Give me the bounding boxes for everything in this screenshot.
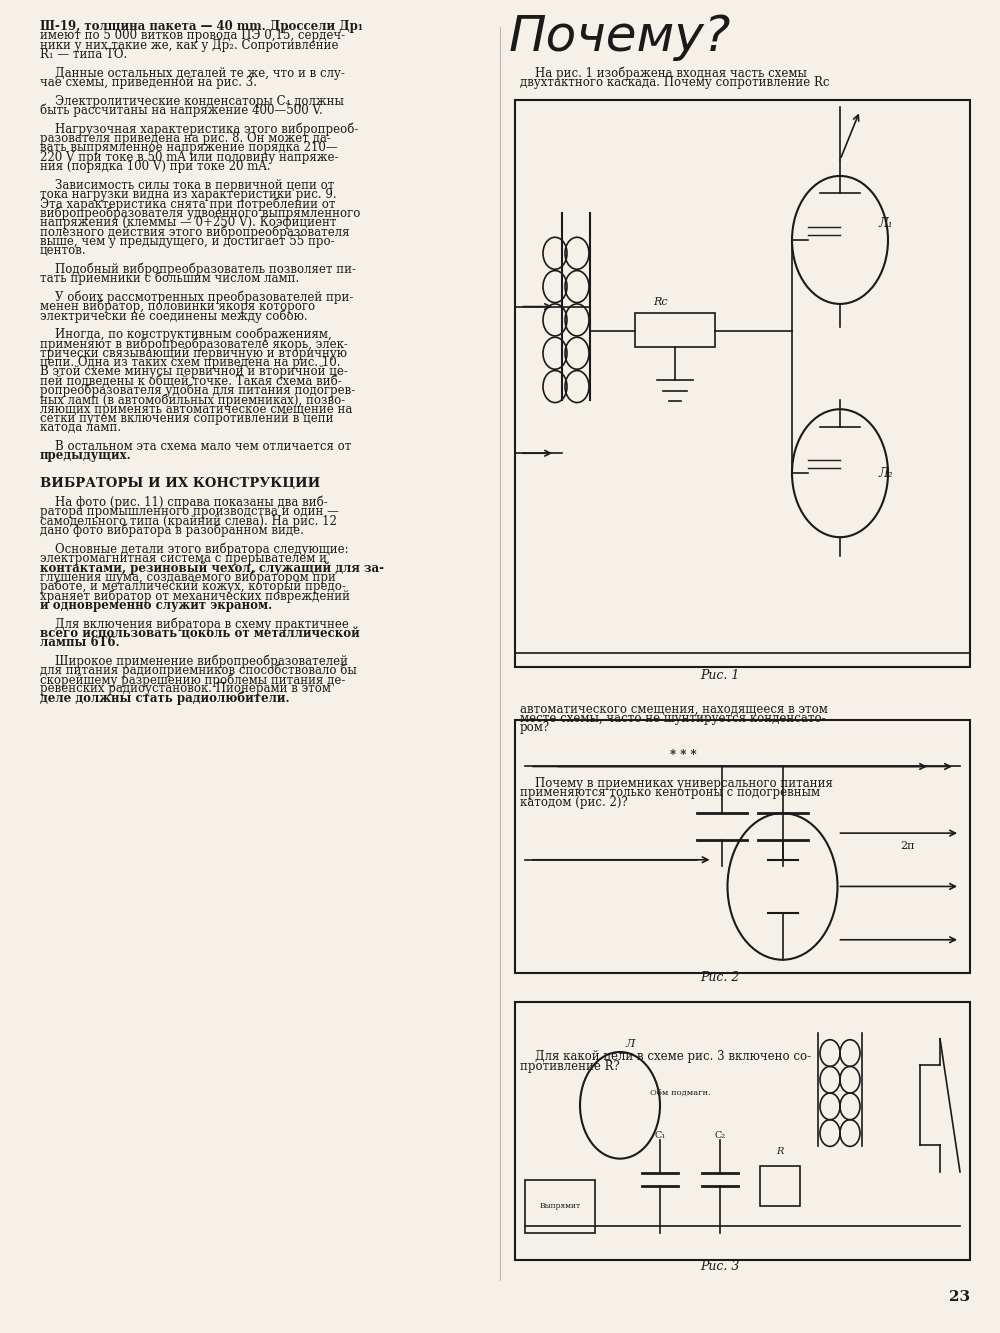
Text: Эта характеристика снята при потреблении от: Эта характеристика снята при потреблении… (40, 197, 336, 211)
Text: и одновременно служит экраном.: и одновременно служит экраном. (40, 599, 272, 612)
Text: Л₁: Л₁ (878, 217, 893, 231)
Text: Основные детали этого вибратора следующие:: Основные детали этого вибратора следующи… (40, 543, 349, 556)
Text: Рис. 2: Рис. 2 (700, 970, 740, 984)
Text: скорейшему разрешению проблемы питания де-: скорейшему разрешению проблемы питания д… (40, 673, 345, 686)
Text: Почему в приемниках универсального питания: Почему в приемниках универсального питан… (520, 777, 833, 790)
Text: полезного действия этого вибропреобразователя: полезного действия этого вибропреобразов… (40, 225, 350, 239)
Text: Рис. 1: Рис. 1 (700, 669, 740, 682)
Text: глушения шума, создаваемого вибратором при: глушения шума, создаваемого вибратором п… (40, 571, 336, 584)
Text: Почему?: Почему? (509, 13, 731, 61)
Text: противление R?: противление R? (520, 1060, 620, 1073)
Text: имеют по 5 000 витков провода ПЭ 0,15, сердеч-: имеют по 5 000 витков провода ПЭ 0,15, с… (40, 29, 345, 43)
Text: Л₂: Л₂ (878, 467, 893, 480)
Text: В остальном эта схема мало чем отличается от: В остальном эта схема мало чем отличаетс… (40, 440, 351, 453)
Text: лампы 6Т6.: лампы 6Т6. (40, 636, 120, 649)
Text: трически связывающий первичную и вторичную: трически связывающий первичную и вторичн… (40, 347, 347, 360)
Text: месте схемы, часто не шунтируется конденсато-: месте схемы, часто не шунтируется конден… (520, 712, 826, 725)
Text: R: R (776, 1146, 784, 1156)
Text: На рис. 1 изображена входная часть схемы: На рис. 1 изображена входная часть схемы (520, 67, 807, 80)
Text: ратора промышленного производства и один —: ратора промышленного производства и один… (40, 505, 339, 519)
Text: Л: Л (625, 1040, 634, 1049)
Text: Rc: Rc (653, 296, 667, 307)
Text: разователя приведена на рис. 8. Он может да-: разователя приведена на рис. 8. Он может… (40, 132, 331, 145)
Text: Иногда, по конструктивным соображениям,: Иногда, по конструктивным соображениям, (40, 328, 332, 341)
Text: применяют в вибропреобразователе якорь, элек-: применяют в вибропреобразователе якорь, … (40, 337, 348, 351)
Bar (635, 313, 715, 347)
Text: ВИБРАТОРЫ И ИХ КОНСТРУКЦИИ: ВИБРАТОРЫ И ИХ КОНСТРУКЦИИ (40, 477, 320, 491)
Text: Выпрямит: Выпрямит (539, 1202, 581, 1210)
Text: ния (порядка 100 V) при токе 20 mA.: ния (порядка 100 V) при токе 20 mA. (40, 160, 271, 173)
Text: катода ламп.: катода ламп. (40, 421, 121, 435)
Text: храняет вибратор от механических повреждений: храняет вибратор от механических поврежд… (40, 589, 350, 603)
Text: Зависимость силы тока в первичной цепи от: Зависимость силы тока в первичной цепи о… (40, 179, 334, 192)
Text: двухтактного каскада. Почему сопротивление Rc: двухтактного каскада. Почему сопротивлен… (520, 76, 830, 89)
Text: электромагнитная система с прерывателем и: электромагнитная система с прерывателем … (40, 552, 327, 565)
Text: Oбм подмагн.: Oбм подмагн. (650, 1089, 710, 1097)
Text: пей подведены к общей точке. Такая схема виб-: пей подведены к общей точке. Такая схема… (40, 375, 342, 388)
Text: цепи. Одна из таких схем приведена на рис. 10.: цепи. Одна из таких схем приведена на ри… (40, 356, 340, 369)
Text: R₁ — типа ТО.: R₁ — типа ТО. (40, 48, 127, 61)
Text: Для какой цели в схеме рис. 3 включено со-: Для какой цели в схеме рис. 3 включено с… (520, 1050, 811, 1064)
Text: 2п: 2п (900, 841, 914, 852)
Text: выше, чем у предыдущего, и достигает 55 про-: выше, чем у предыдущего, и достигает 55 … (40, 235, 335, 248)
Text: Нагрузочная характеристика этого вибропреоб-: Нагрузочная характеристика этого вибропр… (40, 123, 358, 136)
Text: деле должны стать радиолюбители.: деле должны стать радиолюбители. (40, 692, 290, 705)
Text: сетки путем включения сопротивлений в цепи: сетки путем включения сопротивлений в це… (40, 412, 334, 425)
Text: контактами, резиновый чехол, служащий для за-: контактами, резиновый чехол, служащий дл… (40, 561, 384, 575)
Text: самодельного типа (крайний слева). На рис. 12: самодельного типа (крайний слева). На ри… (40, 515, 337, 528)
Text: менен вибратор, половинки якоря которого: менен вибратор, половинки якоря которого (40, 300, 315, 313)
Text: дано фото вибратора в разобранном виде.: дано фото вибратора в разобранном виде. (40, 524, 304, 537)
Text: В этой схеме минусы первичной и вторичной це-: В этой схеме минусы первичной и вторично… (40, 365, 348, 379)
Text: чае схемы, приведенной на рис. 3.: чае схемы, приведенной на рис. 3. (40, 76, 257, 89)
Text: вибропреобразователя удвоенного выпрямленного: вибропреобразователя удвоенного выпрямле… (40, 207, 360, 220)
Bar (515, 720, 970, 973)
Text: ропреобразователя удобна для питания подогрев-: ропреобразователя удобна для питания под… (40, 384, 355, 397)
Text: ревенских радиоустановок. Пионерами в этом: ревенских радиоустановок. Пионерами в эт… (40, 682, 331, 696)
Text: центов.: центов. (40, 244, 87, 257)
Text: 220 V при токе в 50 mA или половину напряже-: 220 V при токе в 50 mA или половину напр… (40, 151, 338, 164)
Text: всего использовать цоколь от металлической: всего использовать цоколь от металлическ… (40, 627, 360, 640)
Bar (515, 100, 970, 666)
Text: электрически не соединены между собою.: электрически не соединены между собою. (40, 309, 308, 323)
Text: Электролитические конденсаторы C₄ должны: Электролитические конденсаторы C₄ должны (40, 95, 344, 108)
Text: C₁: C₁ (654, 1130, 666, 1140)
Bar (515, 1002, 970, 1260)
Bar (760, 1166, 800, 1206)
Bar (525, 1180, 595, 1233)
Text: для питания радиоприемников способствовало бы: для питания радиоприемников способствова… (40, 664, 357, 677)
Text: тать приемники с большим числом ламп.: тать приемники с большим числом ламп. (40, 272, 299, 285)
Text: быть рассчитаны на напряжение 400—500 V.: быть рассчитаны на напряжение 400—500 V. (40, 104, 323, 117)
Text: напряжения (клеммы — 0+250 V). Коэфициент: напряжения (клеммы — 0+250 V). Коэфициен… (40, 216, 336, 229)
Text: тока нагрузки видна из характеристики рис. 9.: тока нагрузки видна из характеристики ри… (40, 188, 337, 201)
Text: катодом (рис. 2)?: катодом (рис. 2)? (520, 796, 628, 809)
Text: автоматического смещения, находящееся в этом: автоматического смещения, находящееся в … (520, 702, 828, 716)
Text: * * *: * * * (670, 749, 697, 762)
Text: Рис. 3: Рис. 3 (700, 1260, 740, 1273)
Text: У обоих рассмотренных преобразователей при-: У обоих рассмотренных преобразователей п… (40, 291, 353, 304)
Text: Ш-19, толщина пакета — 40 mm. Дроссели Дp₁: Ш-19, толщина пакета — 40 mm. Дроссели Д… (40, 20, 363, 33)
Text: Широкое применение вибропреобразователей: Широкое применение вибропреобразователей (40, 655, 348, 668)
Text: работе, и металлический кожух, который предо-: работе, и металлический кожух, который п… (40, 580, 346, 593)
Text: применяются только кенотроны с подогревным: применяются только кенотроны с подогревн… (520, 786, 820, 800)
Text: ники у них такие же, как у Дp₂. Сопротивление: ники у них такие же, как у Дp₂. Сопротив… (40, 39, 338, 52)
Text: Данные остальных деталей те же, что и в слу-: Данные остальных деталей те же, что и в … (40, 67, 345, 80)
Text: предыдущих.: предыдущих. (40, 449, 132, 463)
Text: Подобный вибропреобразователь позволяет пи-: Подобный вибропреобразователь позволяет … (40, 263, 356, 276)
Text: Для включения вибратора в схему практичнее: Для включения вибратора в схему практичн… (40, 617, 349, 631)
Text: C₂: C₂ (714, 1130, 726, 1140)
Text: вать выпрямленное напряжение порядка 210—: вать выпрямленное напряжение порядка 210… (40, 141, 338, 155)
Text: ром?: ром? (520, 721, 550, 734)
Text: ляющих применять автоматическое смещение на: ляющих применять автоматическое смещение… (40, 403, 352, 416)
Text: 23: 23 (949, 1289, 970, 1304)
Text: На фото (рис. 11) справа показаны два виб-: На фото (рис. 11) справа показаны два ви… (40, 496, 328, 509)
Text: ных ламп (в автомобильных приемниках), позво-: ных ламп (в автомобильных приемниках), п… (40, 393, 345, 407)
